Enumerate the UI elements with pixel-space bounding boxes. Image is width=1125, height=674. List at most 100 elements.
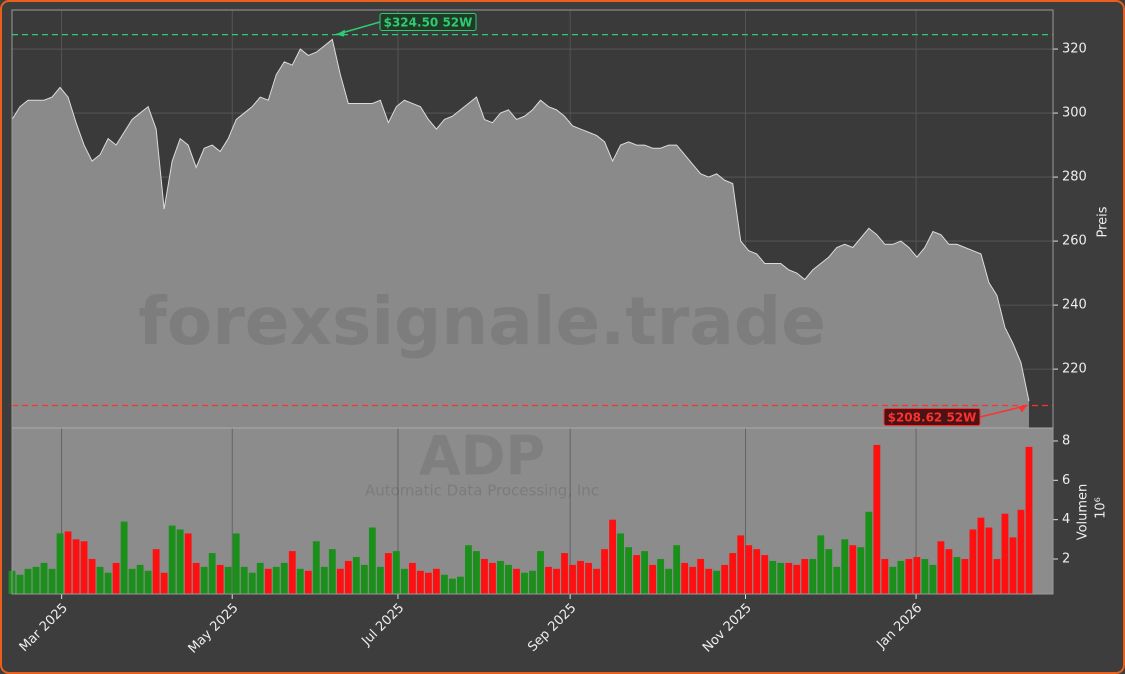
chart-subtitle: Automatic Data Processing, Inc [365, 482, 599, 500]
volume-bar [561, 553, 568, 594]
volume-bar [969, 529, 977, 594]
volume-bar [577, 560, 584, 594]
volume-bar [72, 539, 80, 594]
volume-bar [120, 521, 128, 594]
y2-offset: 10⁶ [1094, 497, 1109, 519]
volume-bar [64, 531, 72, 594]
volume-bar [713, 570, 721, 594]
volume-bar [697, 558, 705, 594]
volume-bar [745, 545, 753, 594]
volume-bar [841, 539, 849, 594]
volume-bar [344, 560, 352, 594]
volume-bar [545, 566, 552, 594]
volume-bar [264, 568, 272, 594]
volume-bar [80, 541, 88, 594]
volume-bar [200, 566, 208, 594]
volume-bar [873, 444, 881, 594]
volume-bar [192, 562, 200, 594]
volume-bar [833, 566, 841, 594]
volume-bar [40, 562, 48, 594]
volume-bar [168, 525, 176, 594]
y-tick-label: 320 [1062, 42, 1087, 57]
volume-bar [657, 558, 665, 594]
volume-bar [985, 527, 993, 594]
arrow-head [336, 29, 345, 37]
volume-bar [489, 562, 496, 594]
volume-bar [433, 568, 440, 594]
volume-bar [705, 568, 713, 594]
y-tick-label: 260 [1062, 234, 1087, 249]
annotation-box [883, 408, 981, 426]
volume-bar [569, 564, 576, 594]
volume-bar [633, 555, 641, 594]
volume-bar [384, 553, 392, 594]
volume-bar [609, 519, 616, 594]
volume-bar [913, 557, 921, 594]
volume-bar [641, 551, 649, 594]
volume-bar [529, 570, 536, 594]
volume-bar [304, 570, 312, 594]
volume-bar [625, 547, 632, 594]
volume-bar [681, 562, 689, 594]
y2-tick-label: 4 [1062, 512, 1070, 527]
volume-bar [176, 529, 184, 594]
volume-bar [729, 553, 737, 594]
volume-bar [1025, 446, 1033, 594]
volume-bar [457, 576, 464, 594]
volume-bar [240, 566, 248, 594]
volume-bar [441, 574, 448, 594]
volume-bar [296, 568, 304, 594]
volume-bar [152, 549, 160, 594]
y-tick-label: 220 [1062, 362, 1087, 377]
y-axis-label: Preis [1096, 206, 1111, 237]
volume-bar [665, 568, 673, 594]
watermark: forexsignale.trade [138, 283, 826, 360]
volume-bar [272, 566, 280, 594]
annotation-label: $208.62 52W [888, 411, 977, 425]
volume-bar [777, 562, 785, 594]
volume-bar [144, 570, 152, 594]
volume-bar [897, 560, 905, 594]
volume-bar [921, 558, 929, 594]
volume-bar [977, 517, 985, 594]
volume-bar [184, 533, 192, 594]
volume-bar [617, 533, 624, 594]
volume-bar [649, 564, 657, 594]
volume-bar [993, 558, 1001, 594]
volume-bar [424, 572, 432, 594]
volume-bar [881, 558, 889, 594]
volume-bar [1017, 509, 1025, 594]
volume-bar [825, 549, 833, 594]
volume-bar [961, 558, 969, 594]
volume-bar [288, 551, 296, 594]
volume-bar [32, 566, 40, 594]
volume-bar [216, 564, 224, 594]
volume-bar [280, 562, 288, 594]
volume-bar [793, 564, 801, 594]
volume-bar [320, 566, 328, 594]
volume-bar [521, 572, 528, 594]
volume-bar [553, 568, 560, 594]
volume-bar [601, 549, 608, 594]
volume-bar [889, 566, 897, 594]
price-line [11, 38, 1030, 402]
volume-bar [737, 535, 745, 594]
volume-bar [16, 574, 24, 594]
y2-tick-label: 8 [1062, 433, 1070, 448]
volume-bar [585, 562, 592, 594]
y2-tick-label: 6 [1062, 473, 1070, 488]
y-tick-label: 280 [1062, 170, 1087, 185]
volume-bar [849, 545, 857, 594]
volume-bar [761, 555, 769, 594]
volume-bar [352, 557, 360, 594]
volume-bar [408, 562, 416, 594]
volume-bar [721, 564, 729, 594]
volume-bar [689, 566, 697, 594]
volume-bar [104, 572, 112, 594]
volume-bar [809, 558, 817, 594]
volume-bar [56, 533, 64, 594]
volume-bar [497, 560, 504, 594]
volume-bar [865, 511, 873, 594]
volume-bar [208, 553, 216, 594]
